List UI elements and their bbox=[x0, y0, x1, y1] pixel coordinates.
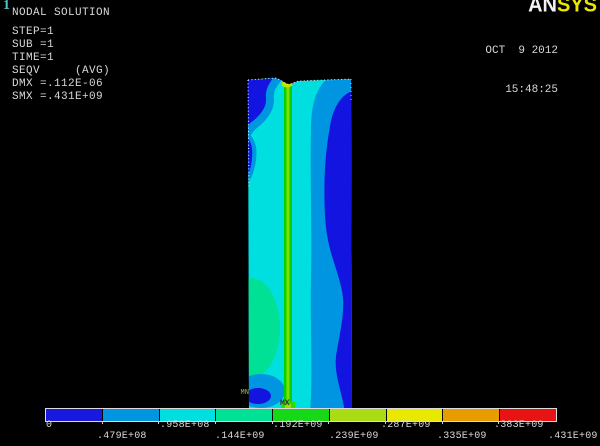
colorbar-value: 0 bbox=[46, 420, 53, 431]
colorbar-tick bbox=[102, 421, 103, 424]
colorbar-tick bbox=[328, 421, 329, 424]
colorbar-segment bbox=[386, 409, 443, 421]
step-line: STEP=1 bbox=[12, 26, 55, 38]
date-text: OCT 9 2012 bbox=[485, 45, 558, 57]
colorbar-tick bbox=[385, 421, 386, 424]
contour-colorbar bbox=[45, 408, 557, 422]
colorbar-tick bbox=[272, 421, 273, 424]
mx-marker: MX bbox=[280, 399, 290, 408]
colorbar-value: .958E+08 bbox=[160, 420, 210, 431]
mn-marker: MN bbox=[241, 389, 249, 397]
smx-line: SMX =.431E+09 bbox=[12, 91, 104, 103]
ansys-logo-sys: SYS bbox=[556, 0, 597, 17]
solution-title: NODAL SOLUTION bbox=[12, 7, 111, 19]
stress-contour-body bbox=[248, 78, 352, 412]
colorbar-segment bbox=[46, 409, 102, 421]
model-viewport[interactable]: MN MX bbox=[240, 76, 354, 413]
dmx-line: DMX =.112E-06 bbox=[12, 78, 104, 90]
colorbar-tick bbox=[215, 421, 216, 424]
colorbar-segment bbox=[273, 409, 329, 421]
colorbar-value: .479E+08 bbox=[97, 431, 147, 442]
time-line: TIME=1 bbox=[12, 52, 55, 64]
colorbar-tick bbox=[442, 421, 443, 424]
colorbar-segment bbox=[443, 409, 500, 421]
colorbar-tick bbox=[158, 421, 159, 424]
ansys-logo: ANSYS bbox=[528, 0, 597, 18]
colorbar-value: .144E+09 bbox=[215, 431, 265, 442]
colorbar-segment bbox=[159, 409, 216, 421]
seqv-line: SEQV (AVG) bbox=[12, 65, 111, 77]
colorbar-segment bbox=[500, 409, 557, 421]
colorbar-value: .192E+09 bbox=[273, 420, 323, 431]
colorbar-value: .335E+09 bbox=[437, 431, 487, 442]
sub-line: SUB =1 bbox=[12, 39, 55, 51]
ansys-logo-an: AN bbox=[528, 0, 557, 17]
colorbar-value: .431E+09 bbox=[548, 431, 598, 442]
colorbar-segment bbox=[329, 409, 386, 421]
analysis-info-block: STEP=1 SUB =1 TIME=1 SEQV (AVG) DMX =.11… bbox=[12, 26, 110, 104]
time-text: 15:48:25 bbox=[505, 84, 558, 96]
plot-number: 1 bbox=[3, 0, 10, 13]
colorbar-value: .239E+09 bbox=[329, 431, 379, 442]
colorbar-value: .287E+09 bbox=[381, 420, 431, 431]
colorbar-value: .383E+09 bbox=[494, 420, 544, 431]
colorbar-segment bbox=[102, 409, 159, 421]
timestamp: OCT 9 2012 15:48:25 bbox=[485, 19, 558, 110]
colorbar-tick bbox=[498, 421, 499, 424]
colorbar-segment bbox=[216, 409, 273, 421]
